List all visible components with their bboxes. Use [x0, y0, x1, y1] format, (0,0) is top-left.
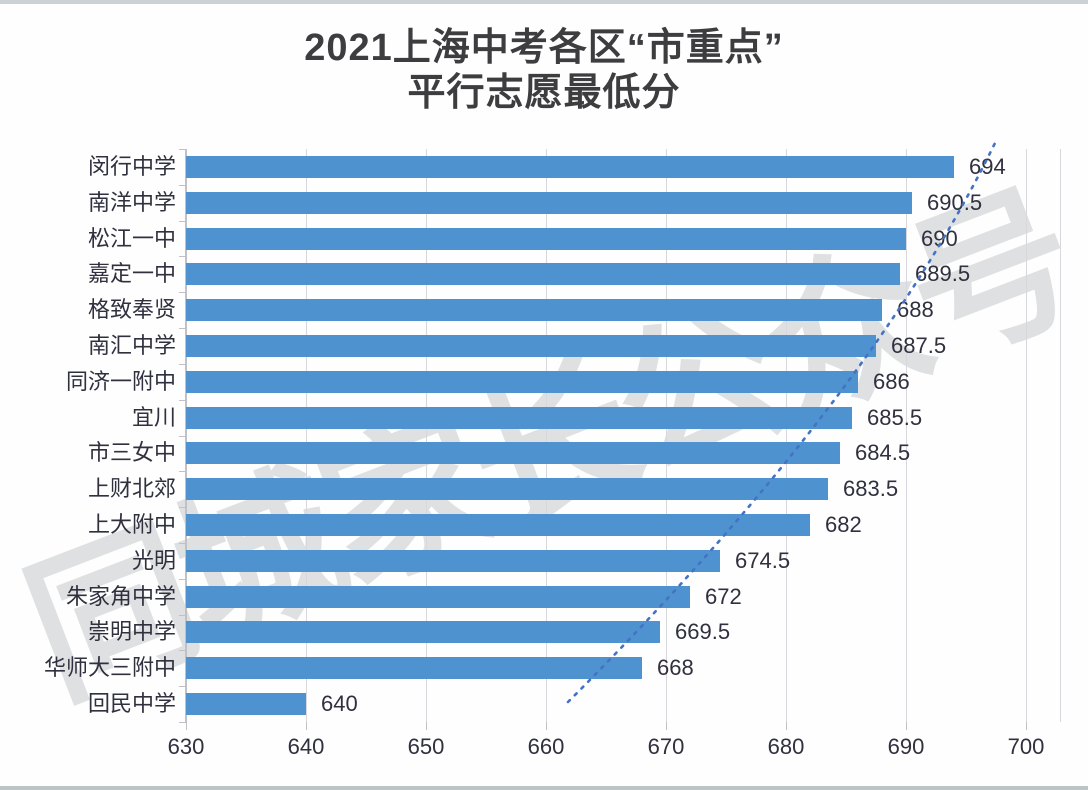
value-label: 688 [897, 297, 934, 323]
y-axis-tick [179, 578, 186, 580]
value-label: 686 [873, 368, 910, 394]
value-label: 682 [825, 512, 862, 538]
x-tick-label: 650 [407, 734, 445, 759]
value-label: 690 [921, 225, 958, 251]
category-label: 同济一附中 [65, 368, 176, 394]
value-label: 685.5 [867, 404, 923, 430]
value-label: 669.5 [675, 619, 731, 645]
bar [186, 406, 852, 429]
value-label: 672 [705, 583, 742, 609]
gridline [1026, 149, 1027, 722]
value-label: 668 [657, 655, 694, 681]
value-label: 640 [321, 691, 358, 717]
chart-title-line2: 平行志愿最低分 [407, 72, 681, 114]
x-tick-label: 700 [1007, 734, 1045, 759]
y-axis-tick [179, 184, 186, 186]
bar [186, 191, 912, 214]
category-label: 华师大三附中 [43, 655, 176, 681]
y-axis-tick [179, 542, 186, 544]
category-label: 闵行中学 [87, 153, 176, 179]
y-axis-line [185, 149, 187, 722]
y-axis-tick [179, 256, 186, 258]
top-edge-strip [0, 0, 1088, 4]
value-label: 694 [969, 153, 1006, 179]
y-axis-tick [179, 149, 186, 150]
category-label: 嘉定一中 [87, 261, 176, 287]
bar [186, 621, 660, 644]
category-label: 崇明中学 [87, 619, 176, 645]
x-axis-tick [786, 722, 787, 730]
x-tick-label: 680 [767, 734, 805, 759]
y-axis-tick [179, 507, 186, 509]
x-tick-label: 670 [647, 734, 685, 759]
y-axis-tick [179, 614, 186, 616]
x-tick-label: 690 [887, 734, 925, 759]
category-label: 松江一中 [87, 225, 176, 251]
y-axis-tick [179, 399, 186, 401]
value-label: 687.5 [891, 332, 947, 358]
y-axis-tick [179, 363, 186, 365]
bar [186, 370, 858, 393]
gridline [906, 149, 907, 722]
y-axis-tick [179, 220, 186, 222]
gridline [546, 149, 547, 722]
category-label: 格致奉贤 [87, 297, 176, 323]
category-label: 上财北郊 [87, 476, 176, 502]
value-label: 684.5 [855, 440, 911, 466]
x-tick-label: 640 [287, 734, 325, 759]
value-label: 674.5 [735, 547, 791, 573]
gridline [306, 149, 307, 722]
y-axis-tick [179, 328, 186, 330]
bar [186, 657, 642, 680]
x-axis-tick [186, 722, 187, 730]
bar [186, 514, 810, 537]
bar [186, 263, 900, 286]
bar [186, 442, 840, 465]
category-label: 光明 [131, 547, 176, 573]
x-axis-tick [426, 722, 427, 730]
plot-right-border [1060, 149, 1061, 722]
y-axis-tick [179, 471, 186, 473]
category-label: 南汇中学 [87, 332, 176, 358]
y-axis-tick [179, 650, 186, 652]
chart-title: 2021上海中考各区“市重点” 平行志愿最低分 [0, 26, 1088, 116]
bar [186, 585, 690, 608]
x-axis-tick [1026, 722, 1027, 730]
x-axis-tick [546, 722, 547, 730]
category-label: 回民中学 [87, 691, 176, 717]
bar [186, 693, 306, 716]
category-label: 朱家角中学 [65, 583, 176, 609]
y-axis-tick [179, 686, 186, 688]
x-tick-label: 660 [527, 734, 565, 759]
bar [186, 299, 882, 322]
bottom-edge-strip [0, 786, 1088, 790]
y-axis-tick [179, 435, 186, 437]
bar [186, 549, 720, 572]
x-tick-label: 630 [167, 734, 205, 759]
value-label: 683.5 [843, 476, 899, 502]
bar [186, 478, 828, 501]
y-axis-tick [179, 292, 186, 294]
bar [186, 155, 954, 178]
y-axis-tick [179, 722, 186, 723]
category-label: 宜川 [131, 404, 176, 430]
x-axis-tick [666, 722, 667, 730]
gridline [426, 149, 427, 722]
bar [186, 227, 906, 250]
category-label: 上大附中 [87, 512, 176, 538]
bar [186, 334, 876, 357]
value-label: 690.5 [927, 189, 983, 215]
x-axis-tick [906, 722, 907, 730]
category-label: 市三女中 [87, 440, 176, 466]
x-axis-tick [306, 722, 307, 730]
value-label: 689.5 [915, 261, 971, 287]
category-label: 南洋中学 [87, 189, 176, 215]
chart-title-line1: 2021上海中考各区“市重点” [304, 27, 784, 69]
